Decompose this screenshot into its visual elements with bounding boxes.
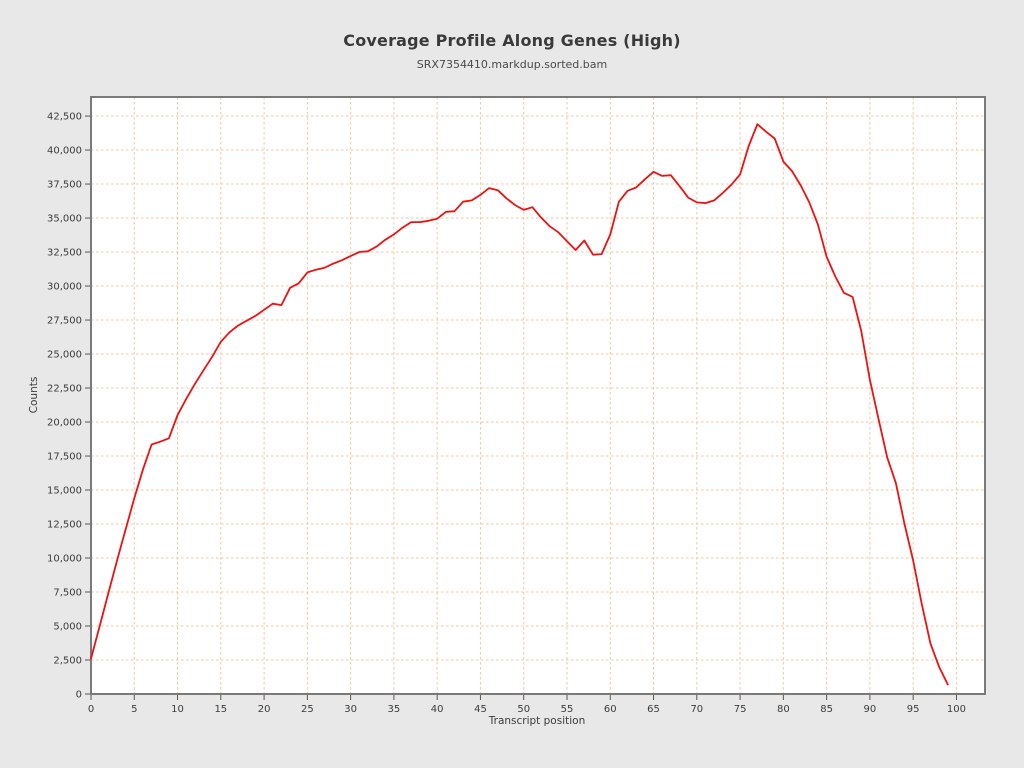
x-tick-label: 10: [171, 704, 184, 715]
x-tick-label: 95: [907, 704, 920, 715]
x-tick-label: 45: [474, 704, 487, 715]
x-axis-label: Transcript position: [488, 715, 585, 727]
x-tick-label: 55: [561, 704, 574, 715]
y-tick-label: 17,500: [47, 452, 82, 463]
x-tick-label: 15: [214, 704, 227, 715]
x-tick-label: 20: [258, 704, 271, 715]
x-tick-label: 70: [690, 704, 703, 715]
y-tick-label: 2,500: [53, 656, 82, 667]
y-tick-label: 22,500: [47, 384, 82, 395]
x-tick-label: 50: [517, 704, 530, 715]
plot-area: [91, 97, 985, 694]
x-tick-label: 65: [647, 704, 660, 715]
y-tick-label: 10,000: [47, 554, 82, 565]
x-tick-label: 35: [388, 704, 401, 715]
y-tick-label: 30,000: [47, 282, 82, 293]
y-tick-label: 35,000: [47, 214, 82, 225]
chart-title: Coverage Profile Along Genes (High): [343, 31, 681, 50]
x-tick-label: 85: [820, 704, 833, 715]
y-axis-label: Counts: [28, 377, 40, 414]
y-tick-label: 7,500: [53, 588, 82, 599]
y-tick-label: 20,000: [47, 418, 82, 429]
y-tick-label: 5,000: [53, 622, 82, 633]
plot-layer: 0 5 10 15 20 25 30 35 40 45 50 55 60 65 70 75 80 85 90 95 10…: [47, 96, 986, 715]
chart-subtitle: SRX7354410.markdup.sorted.bam: [416, 58, 608, 71]
coverage-line: [90, 123, 949, 686]
coverage-chart: 0 5 10 15 20 25 30 35 40 45 50 55 60 65 70 75 80 85 90 95 10…: [28, 96, 986, 727]
x-tick-label: 60: [604, 704, 617, 715]
x-tick-label: 100: [947, 704, 966, 715]
y-tick-label: 37,500: [47, 180, 82, 191]
y-tick-label: 42,500: [47, 112, 82, 123]
y-tick-label: 27,500: [47, 316, 82, 327]
y-tick-label: 25,000: [47, 350, 82, 361]
x-tick-label: 40: [431, 704, 444, 715]
x-tick-label: 30: [344, 704, 357, 715]
x-tick-label: 80: [777, 704, 790, 715]
y-tick-label: 12,500: [47, 520, 82, 531]
x-tick-label: 75: [734, 704, 747, 715]
x-tick-label: 90: [864, 704, 877, 715]
y-tick-label: 32,500: [47, 248, 82, 259]
y-tick-label: 0: [76, 690, 82, 701]
x-tick-label: 0: [88, 704, 94, 715]
plot-frame: [90, 96, 986, 695]
x-tick-label: 5: [131, 704, 137, 715]
y-tick-label: 40,000: [47, 146, 82, 157]
x-tick-label: 25: [301, 704, 314, 715]
y-tick-label: 15,000: [47, 486, 82, 497]
